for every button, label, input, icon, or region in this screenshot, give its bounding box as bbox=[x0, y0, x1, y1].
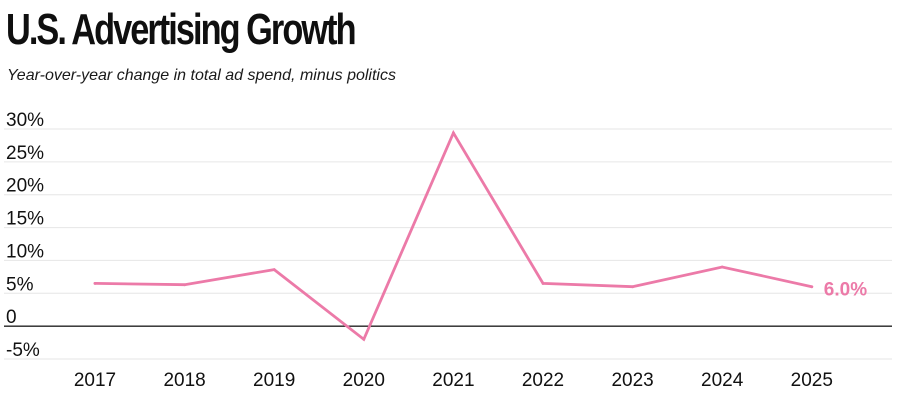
end-value-label: 6.0% bbox=[824, 280, 867, 301]
y-tick-label: 5% bbox=[6, 274, 34, 295]
data-point bbox=[183, 283, 187, 287]
x-tick-label: 2024 bbox=[701, 370, 744, 391]
x-tick-label: 2017 bbox=[74, 370, 116, 391]
data-point bbox=[631, 285, 634, 289]
x-tick-label: 2019 bbox=[253, 370, 295, 391]
y-tick-label: 25% bbox=[6, 143, 44, 164]
y-tick-label: -5% bbox=[6, 340, 40, 361]
series-line bbox=[93, 129, 814, 342]
data-point bbox=[272, 268, 276, 272]
chart-subtitle: Year-over-year change in total ad spend,… bbox=[7, 67, 396, 84]
data-point bbox=[362, 337, 366, 341]
x-tick-label: 2025 bbox=[791, 370, 833, 391]
x-tick-label: 2020 bbox=[343, 370, 385, 391]
data-point bbox=[810, 285, 814, 289]
x-tick-label: 2018 bbox=[163, 370, 205, 391]
data-point bbox=[541, 282, 545, 285]
data-point bbox=[452, 131, 455, 135]
y-tick-label: 30% bbox=[6, 110, 44, 131]
y-tick-label: 20% bbox=[6, 176, 44, 197]
y-tick-label: 10% bbox=[6, 241, 44, 262]
data-point bbox=[93, 282, 97, 285]
x-tick-label: 2023 bbox=[611, 370, 653, 391]
y-tick-label: 0 bbox=[6, 307, 17, 328]
x-tick-label: 2021 bbox=[432, 370, 474, 391]
chart-title: U.S. Advertising Growth bbox=[6, 5, 357, 54]
data-point bbox=[720, 265, 724, 269]
x-tick-label: 2022 bbox=[522, 370, 564, 391]
y-tick-label: 15% bbox=[6, 209, 44, 230]
